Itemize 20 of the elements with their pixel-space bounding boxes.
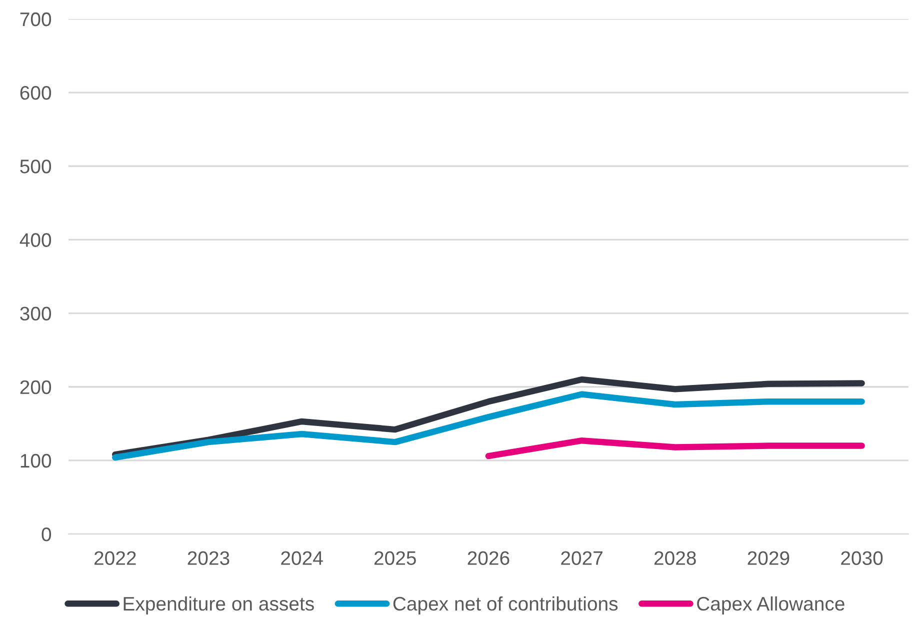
- y-tick-label: 200: [20, 380, 52, 394]
- x-tick-label: 2030: [841, 551, 883, 565]
- x-tick-label: 2029: [748, 551, 790, 565]
- y-tick-label: 500: [20, 160, 52, 174]
- x-tick-label: 2025: [374, 551, 416, 565]
- x-tick-label: 2027: [561, 551, 602, 565]
- x-tick-label: 2024: [281, 551, 323, 565]
- y-tick-label: 300: [20, 306, 52, 321]
- legend-label: Capex net of contributions: [393, 596, 618, 614]
- x-tick-label: 2026: [468, 551, 510, 565]
- legend-label: Capex Allowance: [697, 596, 844, 614]
- x-tick-label: 2028: [654, 551, 696, 565]
- x-tick-label: 2022: [94, 551, 136, 565]
- x-tick-label: 2023: [188, 551, 230, 565]
- legend-label: Expenditure on assets: [124, 596, 314, 614]
- y-tick-label: 600: [20, 86, 52, 100]
- y-tick-label: 700: [20, 12, 52, 26]
- y-tick-label: 400: [20, 233, 52, 247]
- y-tick-label: 0: [42, 528, 52, 542]
- y-tick-label: 100: [20, 454, 52, 468]
